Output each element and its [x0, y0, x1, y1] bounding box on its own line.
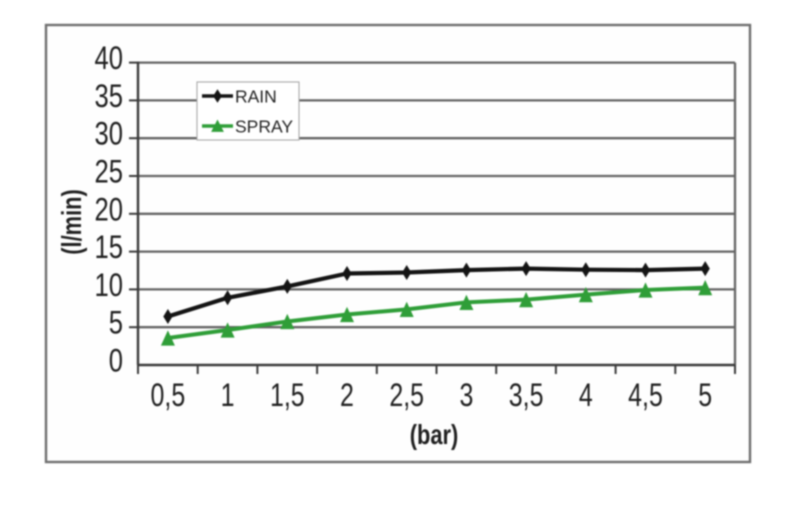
svg-text:30: 30: [95, 117, 123, 152]
svg-text:40: 40: [95, 41, 123, 76]
svg-text:3,5: 3,5: [509, 378, 544, 414]
svg-text:2: 2: [340, 378, 354, 414]
svg-text:RAIN: RAIN: [235, 87, 277, 107]
svg-text:25: 25: [95, 155, 123, 190]
svg-text:10: 10: [95, 268, 123, 303]
svg-text:SPRAY: SPRAY: [235, 117, 293, 137]
svg-text:4: 4: [579, 378, 593, 414]
svg-text:5: 5: [698, 378, 712, 414]
svg-text:4,5: 4,5: [628, 378, 663, 414]
svg-text:1: 1: [221, 378, 235, 414]
svg-text:5: 5: [109, 306, 123, 341]
svg-text:(bar): (bar): [410, 419, 459, 450]
svg-text:2,5: 2,5: [389, 378, 424, 414]
svg-text:(l/min): (l/min): [56, 189, 87, 254]
svg-text:0,5: 0,5: [151, 378, 186, 414]
svg-text:15: 15: [95, 230, 123, 265]
svg-text:20: 20: [95, 193, 123, 228]
svg-text:1,5: 1,5: [270, 378, 305, 414]
svg-text:0: 0: [109, 344, 123, 379]
svg-text:3: 3: [459, 378, 473, 414]
svg-text:35: 35: [95, 79, 123, 114]
